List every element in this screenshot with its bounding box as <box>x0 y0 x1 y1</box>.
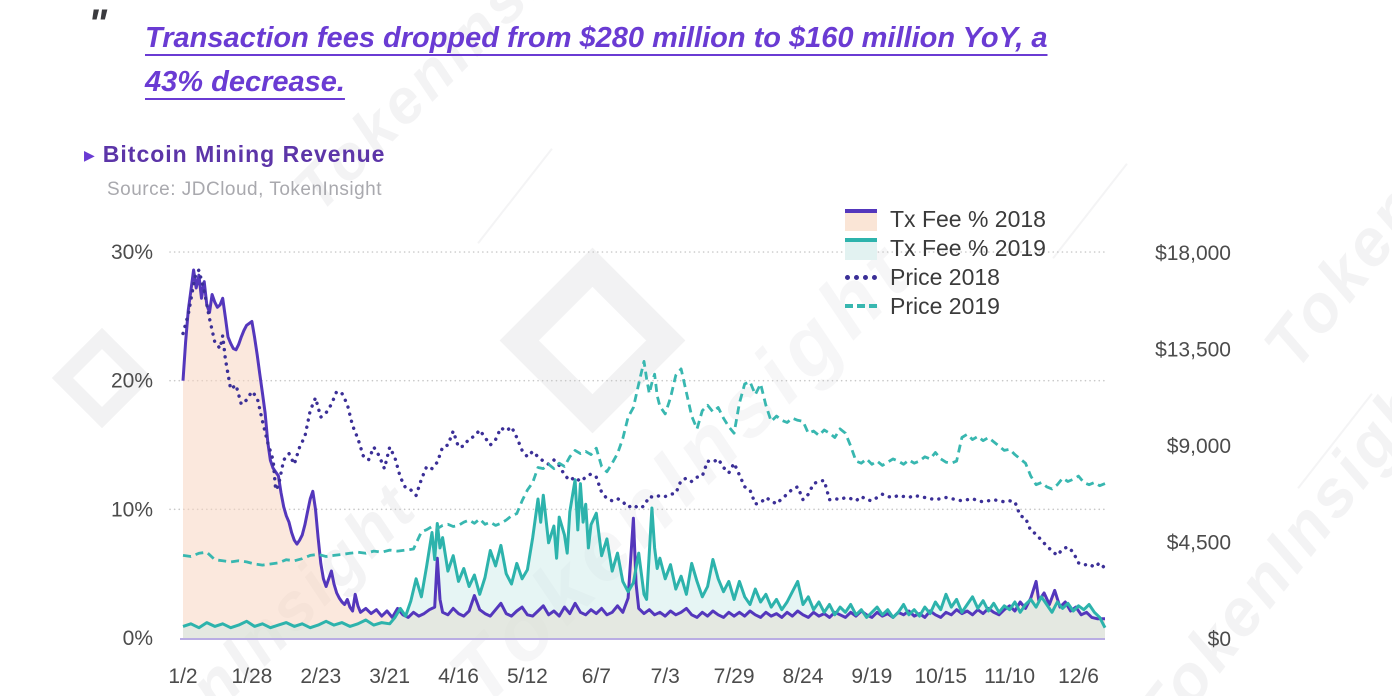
y-left-tick: 30% <box>111 241 153 264</box>
legend-label: Tx Fee % 2018 <box>890 206 1046 232</box>
legend-marker-price-2018 <box>845 275 877 280</box>
x-axis-tick: 5/12 <box>507 665 548 688</box>
legend-label: Price 2018 <box>890 264 1000 290</box>
y-right-tick: $4,500 <box>1167 532 1231 555</box>
series-line-Tx Fee % 2019 <box>182 478 1107 630</box>
page-title: Transaction fees dropped from $280 milli… <box>145 16 1260 104</box>
y-right-tick: $9,000 <box>1167 435 1231 458</box>
legend-marker-tx-fee-2019 <box>845 238 877 260</box>
legend-label: Price 2019 <box>890 293 1000 319</box>
x-axis-tick: 6/7 <box>582 665 611 688</box>
x-axis-tick: 12/6 <box>1058 665 1099 688</box>
x-axis-tick: 7/3 <box>651 665 680 688</box>
source-text: Source: JDCloud, TokenInsight <box>107 179 383 200</box>
x-axis-tick: 3/21 <box>369 665 410 688</box>
series-line-Tx Fee % 2018 <box>181 268 1105 621</box>
page-title-line-1: Transaction fees dropped from $280 milli… <box>145 22 1048 54</box>
x-axis-tick: 10/15 <box>914 665 967 688</box>
series-line-Price 2019 <box>182 359 1106 567</box>
legend-item: Price 2018 <box>845 264 1046 293</box>
legend-item: Tx Fee % 2018 <box>845 206 1046 235</box>
section-header: ▶ Bitcoin Mining Revenue <box>84 141 385 168</box>
series-line-Price 2018 <box>181 268 1107 570</box>
y-left-tick: 0% <box>123 627 153 650</box>
x-axis-tick: 11/10 <box>984 665 1035 688</box>
legend-label: Tx Fee % 2019 <box>890 235 1046 261</box>
x-axis-tick: 4/16 <box>438 665 479 688</box>
y-left-tick: 10% <box>111 498 153 521</box>
y-right-tick: $18,000 <box>1155 242 1231 265</box>
x-axis-tick: 7/29 <box>714 665 755 688</box>
section-title: Bitcoin Mining Revenue <box>102 141 386 167</box>
x-axis-tick: 8/24 <box>783 665 824 688</box>
x-axis-tick: 1/28 <box>231 665 272 688</box>
y-right-tick: $0 <box>1208 628 1231 651</box>
y-right-tick: $13,500 <box>1155 339 1231 362</box>
y-left-tick: 20% <box>111 370 153 393</box>
legend-item: Tx Fee % 2019 <box>845 235 1046 264</box>
chart-legend: Tx Fee % 2018 Tx Fee % 2019 Price 2018 P… <box>845 206 1046 322</box>
page-title-line-2: 43% decrease. <box>145 66 345 98</box>
x-axis-tick: 1/2 <box>168 665 197 688</box>
x-axis-tick: 2/23 <box>300 665 341 688</box>
triangle-bullet-icon: ▶ <box>84 146 95 163</box>
legend-marker-tx-fee-2018 <box>845 209 877 231</box>
legend-marker-price-2019 <box>845 304 877 308</box>
area-Tx Fee % 2019 <box>183 479 1105 638</box>
legend-item: Price 2019 <box>845 293 1046 322</box>
quote-mark: " <box>88 2 107 46</box>
area-Tx Fee % 2018 <box>183 270 1105 638</box>
x-axis-tick: 9/19 <box>851 665 892 688</box>
